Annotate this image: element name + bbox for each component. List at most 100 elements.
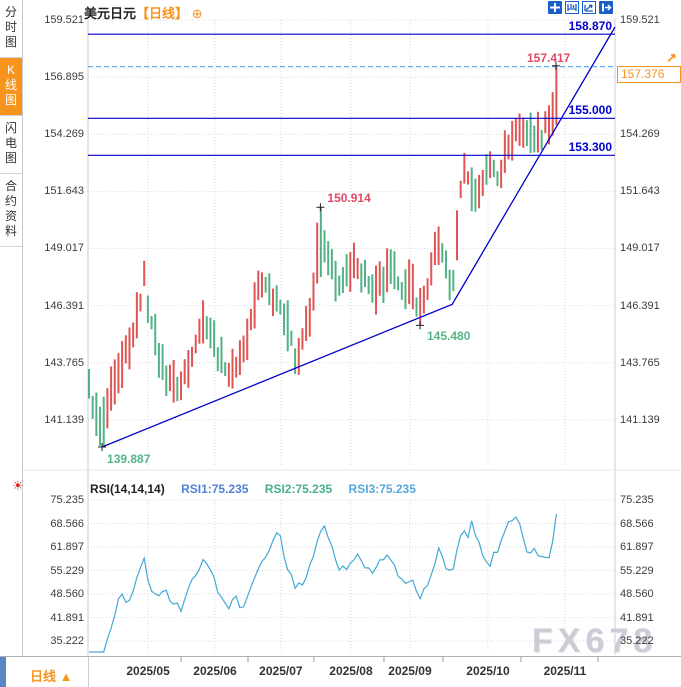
candle (555, 65, 558, 125)
candle (150, 315, 153, 330)
candle (426, 278, 429, 300)
candle (194, 334, 197, 354)
candle (489, 151, 492, 179)
trend-draw-button[interactable] (582, 1, 596, 14)
candle (481, 170, 484, 197)
period-selector[interactable]: 日线 ▲ (30, 669, 73, 684)
candle (290, 330, 293, 346)
candle (238, 340, 241, 375)
candle (430, 252, 433, 286)
candle (456, 210, 458, 261)
candle (533, 125, 536, 153)
candle (235, 356, 238, 378)
candle (198, 318, 201, 344)
candle (474, 178, 477, 212)
candle (224, 362, 227, 376)
sidebar-item-time-chart[interactable]: 分时图 (0, 0, 22, 58)
candle (397, 276, 400, 291)
candle (231, 348, 234, 389)
candle (345, 254, 348, 287)
candle (268, 273, 271, 306)
candle (106, 388, 109, 429)
cross-marker (416, 321, 425, 330)
candle (117, 353, 120, 394)
candle (113, 359, 116, 405)
time-axis-bar: 日线 ▲ (0, 656, 681, 687)
candle (548, 105, 550, 145)
cross-marker (551, 61, 560, 70)
candle (404, 269, 407, 310)
pop-out-button[interactable] (599, 1, 613, 14)
candle (216, 347, 219, 372)
candle (110, 366, 113, 411)
candle (485, 154, 488, 185)
candle (305, 306, 308, 341)
sidebar-item-contract-info[interactable]: 合约资料 (0, 174, 22, 247)
pop-out-icon (599, 1, 613, 14)
candle (352, 242, 355, 279)
candle (441, 243, 444, 263)
candle (283, 303, 286, 336)
candle (411, 263, 414, 310)
pan-crosshair-icon (548, 1, 562, 14)
candle (356, 258, 359, 280)
candle (433, 231, 436, 265)
candle (220, 336, 223, 373)
indicator-settings-icon[interactable]: ☀ (12, 478, 24, 493)
candle (448, 269, 451, 301)
candle (316, 222, 319, 284)
candle (467, 171, 470, 185)
add-indicator-icon[interactable]: ⊕ (191, 6, 203, 21)
candle (437, 226, 440, 265)
candle (260, 272, 263, 298)
candle (503, 130, 506, 173)
candle (544, 111, 547, 134)
candle (459, 180, 462, 199)
candle (209, 317, 212, 349)
candle (121, 341, 124, 388)
candle (146, 295, 149, 323)
candle (551, 92, 554, 136)
candle (191, 346, 194, 367)
candle (422, 285, 425, 314)
candle (157, 342, 160, 378)
candle (168, 364, 171, 392)
candle (301, 328, 304, 350)
candle (360, 263, 363, 293)
candle (389, 249, 392, 284)
candle (139, 293, 142, 312)
period-dropdown-arrow-icon: ▲ (59, 669, 73, 684)
candle (507, 134, 510, 160)
rsi1-value: RSI1:75.235 (181, 482, 249, 496)
candle (408, 259, 411, 305)
candle (294, 348, 297, 374)
sidebar-item-flash-chart[interactable]: 闪电图 (0, 116, 22, 174)
candle (327, 241, 330, 276)
sidebar-item-candle-chart[interactable]: K线图 (0, 58, 22, 116)
candle (297, 338, 300, 375)
trend-line-icon (582, 1, 596, 14)
range-select-button[interactable] (565, 1, 579, 14)
pan-tool-button[interactable] (548, 1, 562, 14)
candle (312, 272, 315, 311)
period-tag: 【日线】 (136, 6, 189, 21)
candle (128, 327, 131, 370)
trendline[interactable] (101, 26, 616, 448)
candle (249, 308, 252, 331)
candle (279, 299, 282, 315)
candle (330, 249, 333, 280)
candle (172, 359, 175, 403)
candle (367, 276, 370, 295)
candle (183, 359, 186, 385)
candle (452, 269, 455, 292)
candle (522, 117, 525, 148)
candle (95, 392, 98, 436)
candle (99, 406, 102, 446)
candle (536, 111, 539, 153)
candle (349, 252, 352, 292)
candle (518, 113, 521, 146)
candle (205, 316, 208, 340)
rsi-header: RSI(14,14,14) RSI1:75.235 RSI2:75.235 RS… (90, 482, 416, 496)
candle (180, 371, 182, 401)
